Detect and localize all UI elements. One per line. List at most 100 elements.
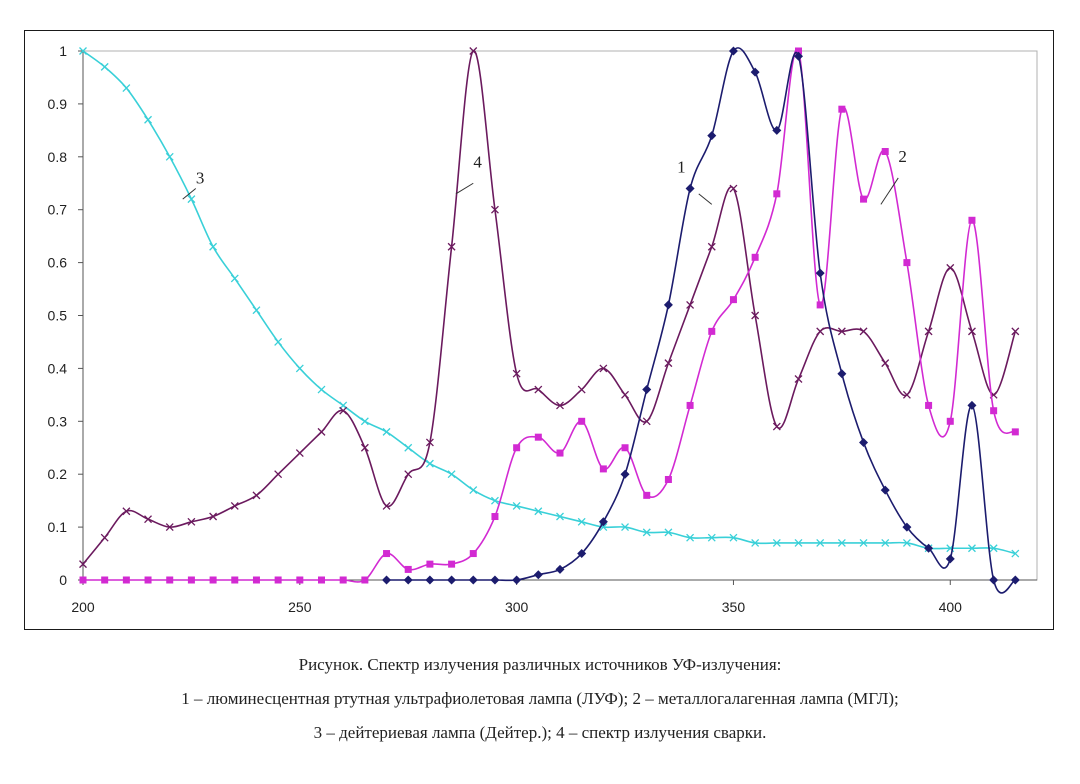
series-2-point [252, 576, 260, 584]
series-2-label: 2 [898, 147, 907, 166]
series-2-point [729, 296, 737, 304]
series-4-point [751, 311, 760, 320]
series-1-line [386, 47, 1016, 594]
series-4-point [187, 517, 196, 526]
series-1-point [859, 437, 869, 447]
series-2-point [664, 475, 672, 483]
series-4-point [946, 263, 955, 272]
x-tick-label: 400 [939, 599, 963, 615]
series-3-point [664, 528, 673, 537]
series-1-point [685, 184, 695, 194]
series-3-point [404, 443, 413, 452]
caption-title: Рисунок. Спектр излучения различных исто… [298, 655, 782, 674]
series-2-point [426, 560, 434, 568]
series-1-point [555, 564, 565, 574]
series-labels: 3 4 2 1 [182, 147, 907, 205]
series-3-point [447, 470, 456, 479]
series-2-point [643, 491, 651, 499]
series-4-point [274, 470, 283, 479]
series-2-point [816, 301, 824, 309]
series-4-label: 4 [473, 152, 482, 171]
series-4-point [772, 422, 781, 431]
series-1-point [794, 51, 803, 61]
series-2-point [1011, 428, 1019, 436]
series-2-point [318, 576, 325, 584]
y-tick-label: 0.5 [48, 308, 68, 324]
series-4-point [490, 205, 499, 214]
series-4-point [382, 501, 391, 510]
series-3-point [252, 306, 261, 315]
series-3-point [859, 539, 868, 547]
series-2-point [708, 327, 716, 335]
series-2-point [556, 449, 564, 457]
series-2-point [903, 259, 911, 267]
series-4-point [360, 443, 369, 452]
x-tick-label: 250 [288, 599, 312, 615]
series-1-point [707, 131, 717, 141]
series-3 [79, 47, 1020, 558]
series-3-point [100, 62, 109, 71]
series-3-point [837, 539, 846, 547]
series-2-point [751, 253, 759, 261]
series-2-point [231, 576, 239, 584]
series-1-point [945, 554, 955, 564]
series-1-point [902, 522, 912, 532]
series-1-point [447, 575, 457, 585]
y-tick-label: 0.7 [48, 202, 68, 218]
y-tick-label: 0.2 [48, 466, 68, 482]
series-4-point [469, 47, 478, 55]
series-1-point [1010, 575, 1020, 585]
series-3-point [642, 528, 651, 537]
series-2-point [621, 444, 629, 452]
series-1 [382, 46, 1020, 594]
series-2-point [773, 190, 781, 198]
series-3-point [902, 539, 911, 547]
caption-legend-line-2: 3 – дейтериевая лампа (Дейтер.); 4 – спе… [313, 723, 767, 742]
series-2-point [686, 401, 694, 409]
series-1-point [598, 517, 608, 527]
series-4-point [664, 359, 673, 368]
series-4-point [686, 300, 695, 309]
series-4-point [122, 507, 131, 516]
series-4-point [230, 501, 239, 510]
series-4 [79, 47, 1020, 569]
series-2-point [79, 576, 87, 584]
series-3-point [707, 533, 716, 542]
series-3-point [425, 459, 434, 468]
series-4-point [816, 327, 825, 336]
series-3-point [165, 152, 174, 161]
series-4-point [447, 242, 456, 251]
series-4-point [729, 184, 738, 193]
series-2-point [296, 576, 304, 584]
series-2-leader [880, 177, 899, 205]
series-3-point [317, 385, 326, 394]
caption-legend-line-1: 1 – люминесцентная ртутная ультрафиолето… [181, 689, 899, 708]
series-1-point [620, 469, 630, 479]
chart-frame: 200 250 300 350 400 0 0.1 0.2 0.3 0.4 0.5 0.6 0.7 0.… [24, 30, 1054, 630]
series-4-point [881, 359, 890, 368]
y-tick-label: 0.4 [48, 360, 68, 376]
series-4-point [1011, 327, 1020, 336]
series-2-line [83, 48, 1016, 583]
series-2-point [838, 105, 846, 113]
series-3-point [816, 539, 825, 547]
series-1-point [512, 575, 522, 585]
series-3-point [686, 533, 695, 542]
series-1-point [642, 385, 652, 395]
series-2-point [166, 576, 174, 584]
series-2-point [881, 148, 889, 156]
series-4-point [512, 369, 521, 378]
series-1-point [815, 268, 825, 278]
series-3-point [360, 417, 369, 426]
y-tick-label: 1 [59, 43, 67, 59]
series-3-point [556, 512, 564, 521]
series-3-point [382, 427, 391, 436]
series-3-point [1011, 549, 1020, 558]
series-3-point [469, 486, 478, 495]
series-3-point [144, 115, 153, 124]
series-4-point [100, 533, 109, 542]
series-2-point [795, 47, 802, 55]
y-tick-label: 0 [59, 572, 67, 588]
series-4-point [317, 427, 326, 436]
series-1-point [382, 575, 392, 585]
